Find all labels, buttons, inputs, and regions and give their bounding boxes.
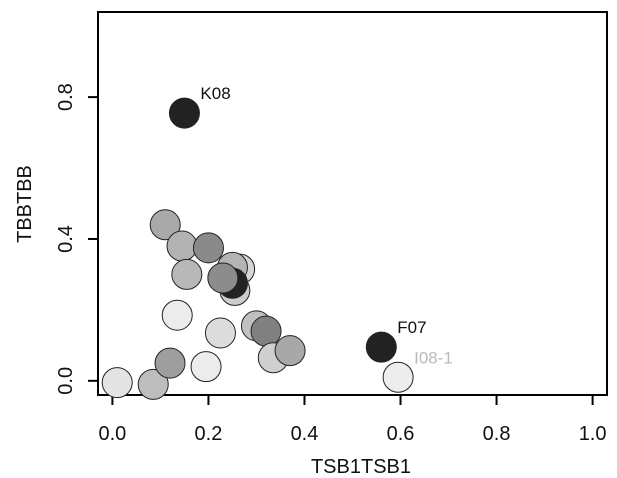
data-point: [168, 97, 200, 129]
data-points: [101, 97, 414, 400]
data-point: [250, 315, 282, 347]
data-point: [149, 209, 181, 241]
x-tick-label: 1.0: [579, 423, 607, 445]
y-tick-label: 0.4: [55, 225, 77, 253]
x-axis: 0.0 0.2 0.4 0.6 0.8 1.0: [98, 395, 607, 445]
data-point: [207, 262, 239, 294]
data-point: [101, 367, 133, 399]
y-tick-label: 0.0: [55, 367, 77, 395]
data-point-label: F07: [397, 318, 426, 337]
data-point: [154, 347, 186, 379]
data-point-label: K08: [200, 84, 230, 103]
x-tick-label: 0.0: [98, 423, 126, 445]
data-point: [382, 361, 414, 393]
y-axis: 0.0 0.4 0.8: [55, 83, 98, 395]
x-axis-title: TSB1TSB1: [311, 456, 411, 478]
data-point: [171, 258, 203, 290]
data-point: [274, 335, 306, 367]
plot-area: [97, 11, 608, 396]
plot-frame: [97, 11, 608, 396]
y-axis-title: TBBTBB: [14, 165, 36, 243]
data-point: [137, 368, 169, 400]
point-labels: K08 F07 I08-1: [200, 84, 452, 367]
data-point: [190, 351, 222, 383]
x-tick-label: 0.4: [291, 423, 319, 445]
data-point: [204, 317, 236, 349]
x-tick-label: 0.6: [387, 423, 415, 445]
data-point-label: I08-1: [414, 348, 453, 367]
data-point: [192, 232, 224, 264]
data-point: [161, 299, 193, 331]
data-point: [166, 230, 198, 262]
x-tick-label: 0.2: [195, 423, 223, 445]
data-point: [365, 331, 397, 363]
x-tick-label: 0.8: [483, 423, 511, 445]
y-tick-label: 0.8: [55, 83, 77, 111]
